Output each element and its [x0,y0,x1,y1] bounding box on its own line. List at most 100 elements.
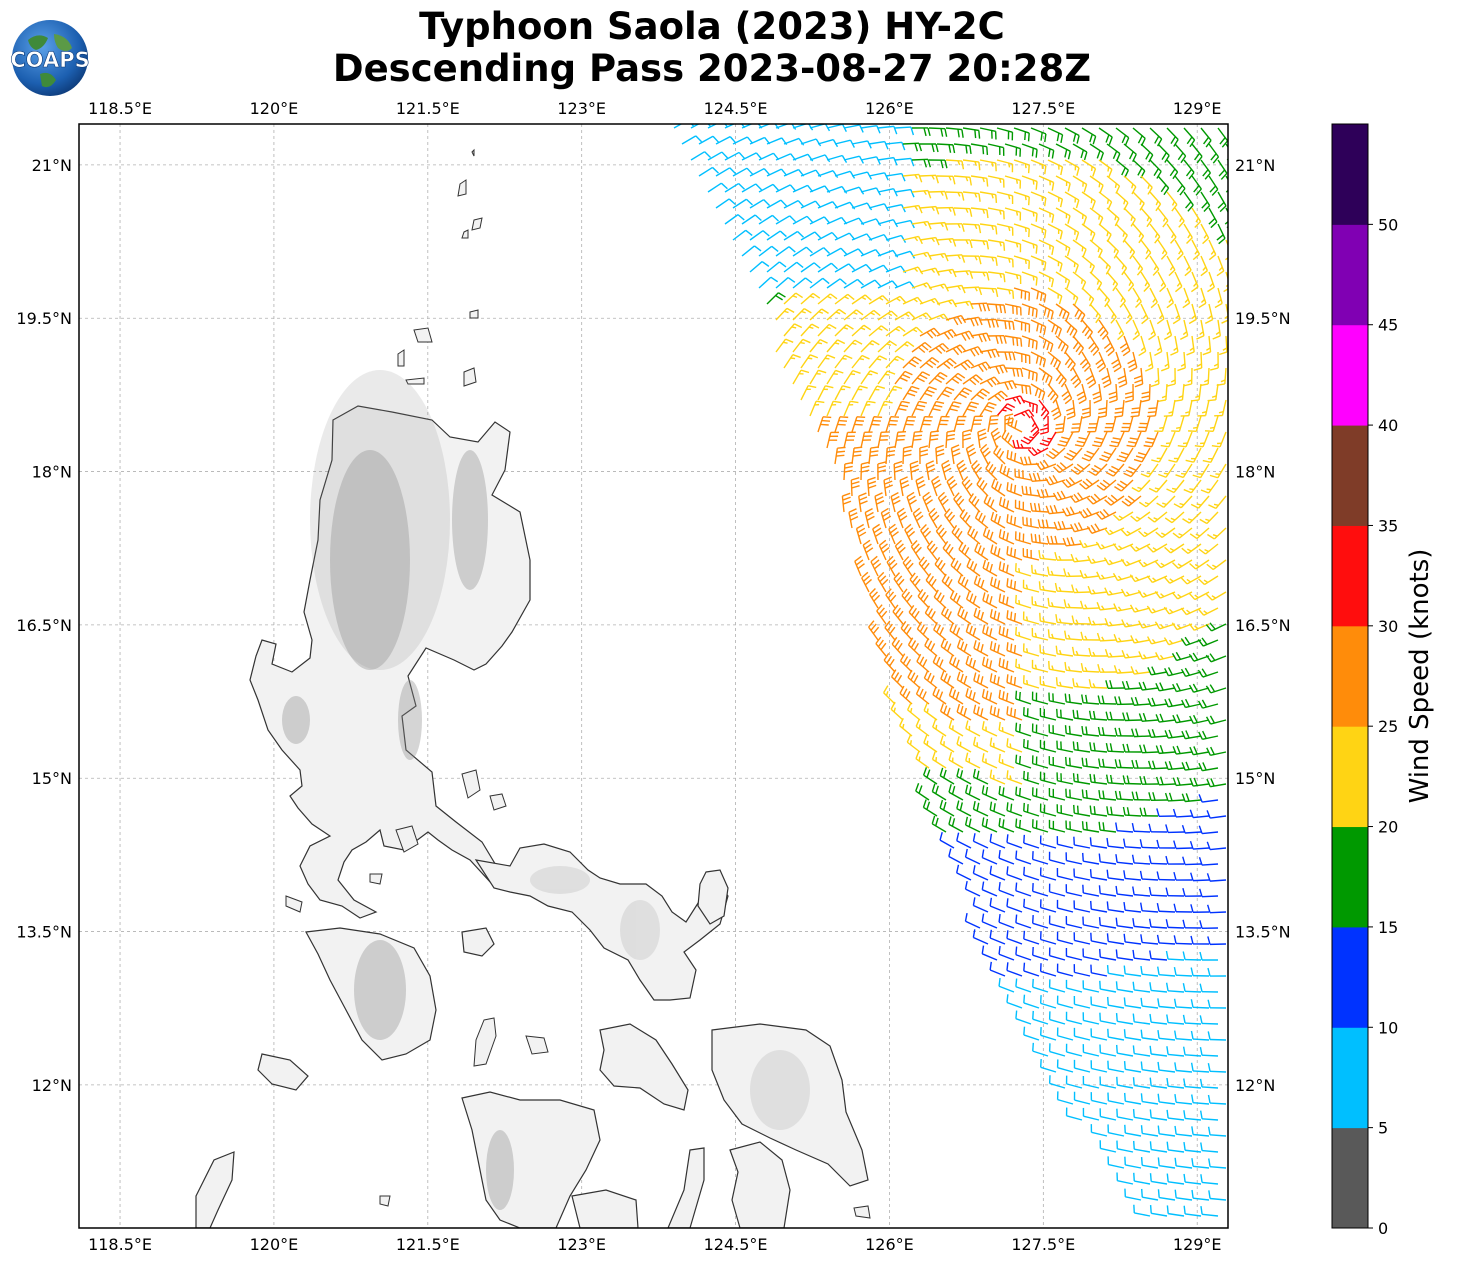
wind-barb [1013,159,1030,174]
wind-barb [1055,207,1071,224]
wind-barb [1156,495,1176,508]
wind-barb [1052,490,1074,501]
wind-barb [1048,947,1066,961]
wind-barb [1140,934,1159,945]
wind-barb [1015,626,1032,641]
wind-barb [965,655,981,673]
wind-barb [1115,319,1125,341]
wind-barb [875,636,887,657]
wind-barb [1189,714,1210,725]
wind-barb [956,864,972,881]
wind-barb [1166,127,1179,147]
wind-barb [1139,839,1159,849]
wind-barb [1056,772,1074,785]
wind-barb [1004,335,1023,347]
wind-barb [1056,1059,1074,1073]
wind-barb [1070,367,1082,389]
wind-barb [1218,335,1228,356]
wind-barb [907,669,921,689]
wind-barb [923,702,938,721]
wind-barb [834,201,856,210]
wind-barb [998,785,1015,801]
cebu-island [667,1147,705,1228]
wind-barb [939,703,955,721]
wind-barb [766,230,787,241]
wind-barb [1013,319,1031,333]
wind-barb [1088,679,1108,689]
wind-barb [1115,1013,1134,1025]
wind-barb [1037,519,1057,529]
wind-barb [1103,335,1115,357]
wind-barb [919,415,933,433]
wind-barb [1123,175,1137,195]
wind-barb [1013,351,1031,364]
wind-barb [741,245,762,257]
wind-barb [868,203,890,212]
wind-barb [961,476,973,497]
wind-barb [1156,808,1176,818]
wind-barb [1004,303,1022,316]
wind-barb [1098,255,1112,275]
wind-barb [922,799,938,817]
wind-barb [965,688,981,705]
wind-barb [1013,255,1030,269]
coaps-logo: COAPS [10,20,90,96]
wind-barb [1180,575,1202,585]
wind-barb [698,166,719,177]
wind-barb [1123,933,1142,945]
wind-barb [1099,1140,1117,1153]
wind-barb [1014,563,1032,577]
wind-barb [749,199,771,209]
wind-barb [1072,741,1091,753]
wind-barb [981,817,998,833]
wind-barb [1114,727,1134,737]
wind-barb [843,248,865,257]
wind-barb [883,685,896,705]
wind-barb [1123,965,1142,977]
wind-barb [1072,303,1086,323]
wind-barb [1171,622,1193,631]
wind-barb [1207,1031,1227,1041]
wind-barb [1073,996,1091,1009]
lon-label-top: 121.5°E [396,99,460,118]
wind-barb [1175,463,1193,479]
wind-barb [1149,287,1158,309]
wind-barb [936,358,957,370]
wind-barb [965,752,981,769]
wind-barb [1030,159,1047,175]
wind-barb [1190,1030,1210,1041]
wind-barb [1166,1141,1185,1153]
wind-barb [953,143,972,155]
wind-barb [864,508,875,529]
wind-barb [1165,855,1185,865]
wind-barb [1048,851,1066,865]
wind-barb [1197,399,1210,417]
wind-barb [1148,918,1168,929]
wind-barb [1039,739,1057,753]
wind-barb [1051,399,1062,421]
wind-barb [1140,1157,1159,1169]
wind-barb [1155,682,1176,692]
colorbar-bin [1332,625,1368,727]
wind-barb [981,849,998,865]
wind-barb [942,540,955,561]
wind-barb [1181,793,1202,803]
wind-barb [1183,1110,1202,1121]
wind-barb [1171,559,1193,569]
wind-barb [1019,456,1040,466]
wind-barb [715,198,736,209]
wind-barb [834,324,854,337]
wind-barb [800,385,817,401]
wind-barb [1105,774,1125,785]
wind-barb [919,143,939,153]
wind-barb [1013,127,1030,142]
wind-barb [1055,367,1067,388]
wind-barb [1047,597,1066,609]
wind-barb [990,511,1006,529]
wind-barb [1108,383,1118,404]
wind-barb [1138,527,1159,538]
wind-barb [1106,965,1125,977]
wind-barb [1149,159,1162,179]
wind-barb [1013,223,1030,238]
wind-barb [1038,367,1053,386]
